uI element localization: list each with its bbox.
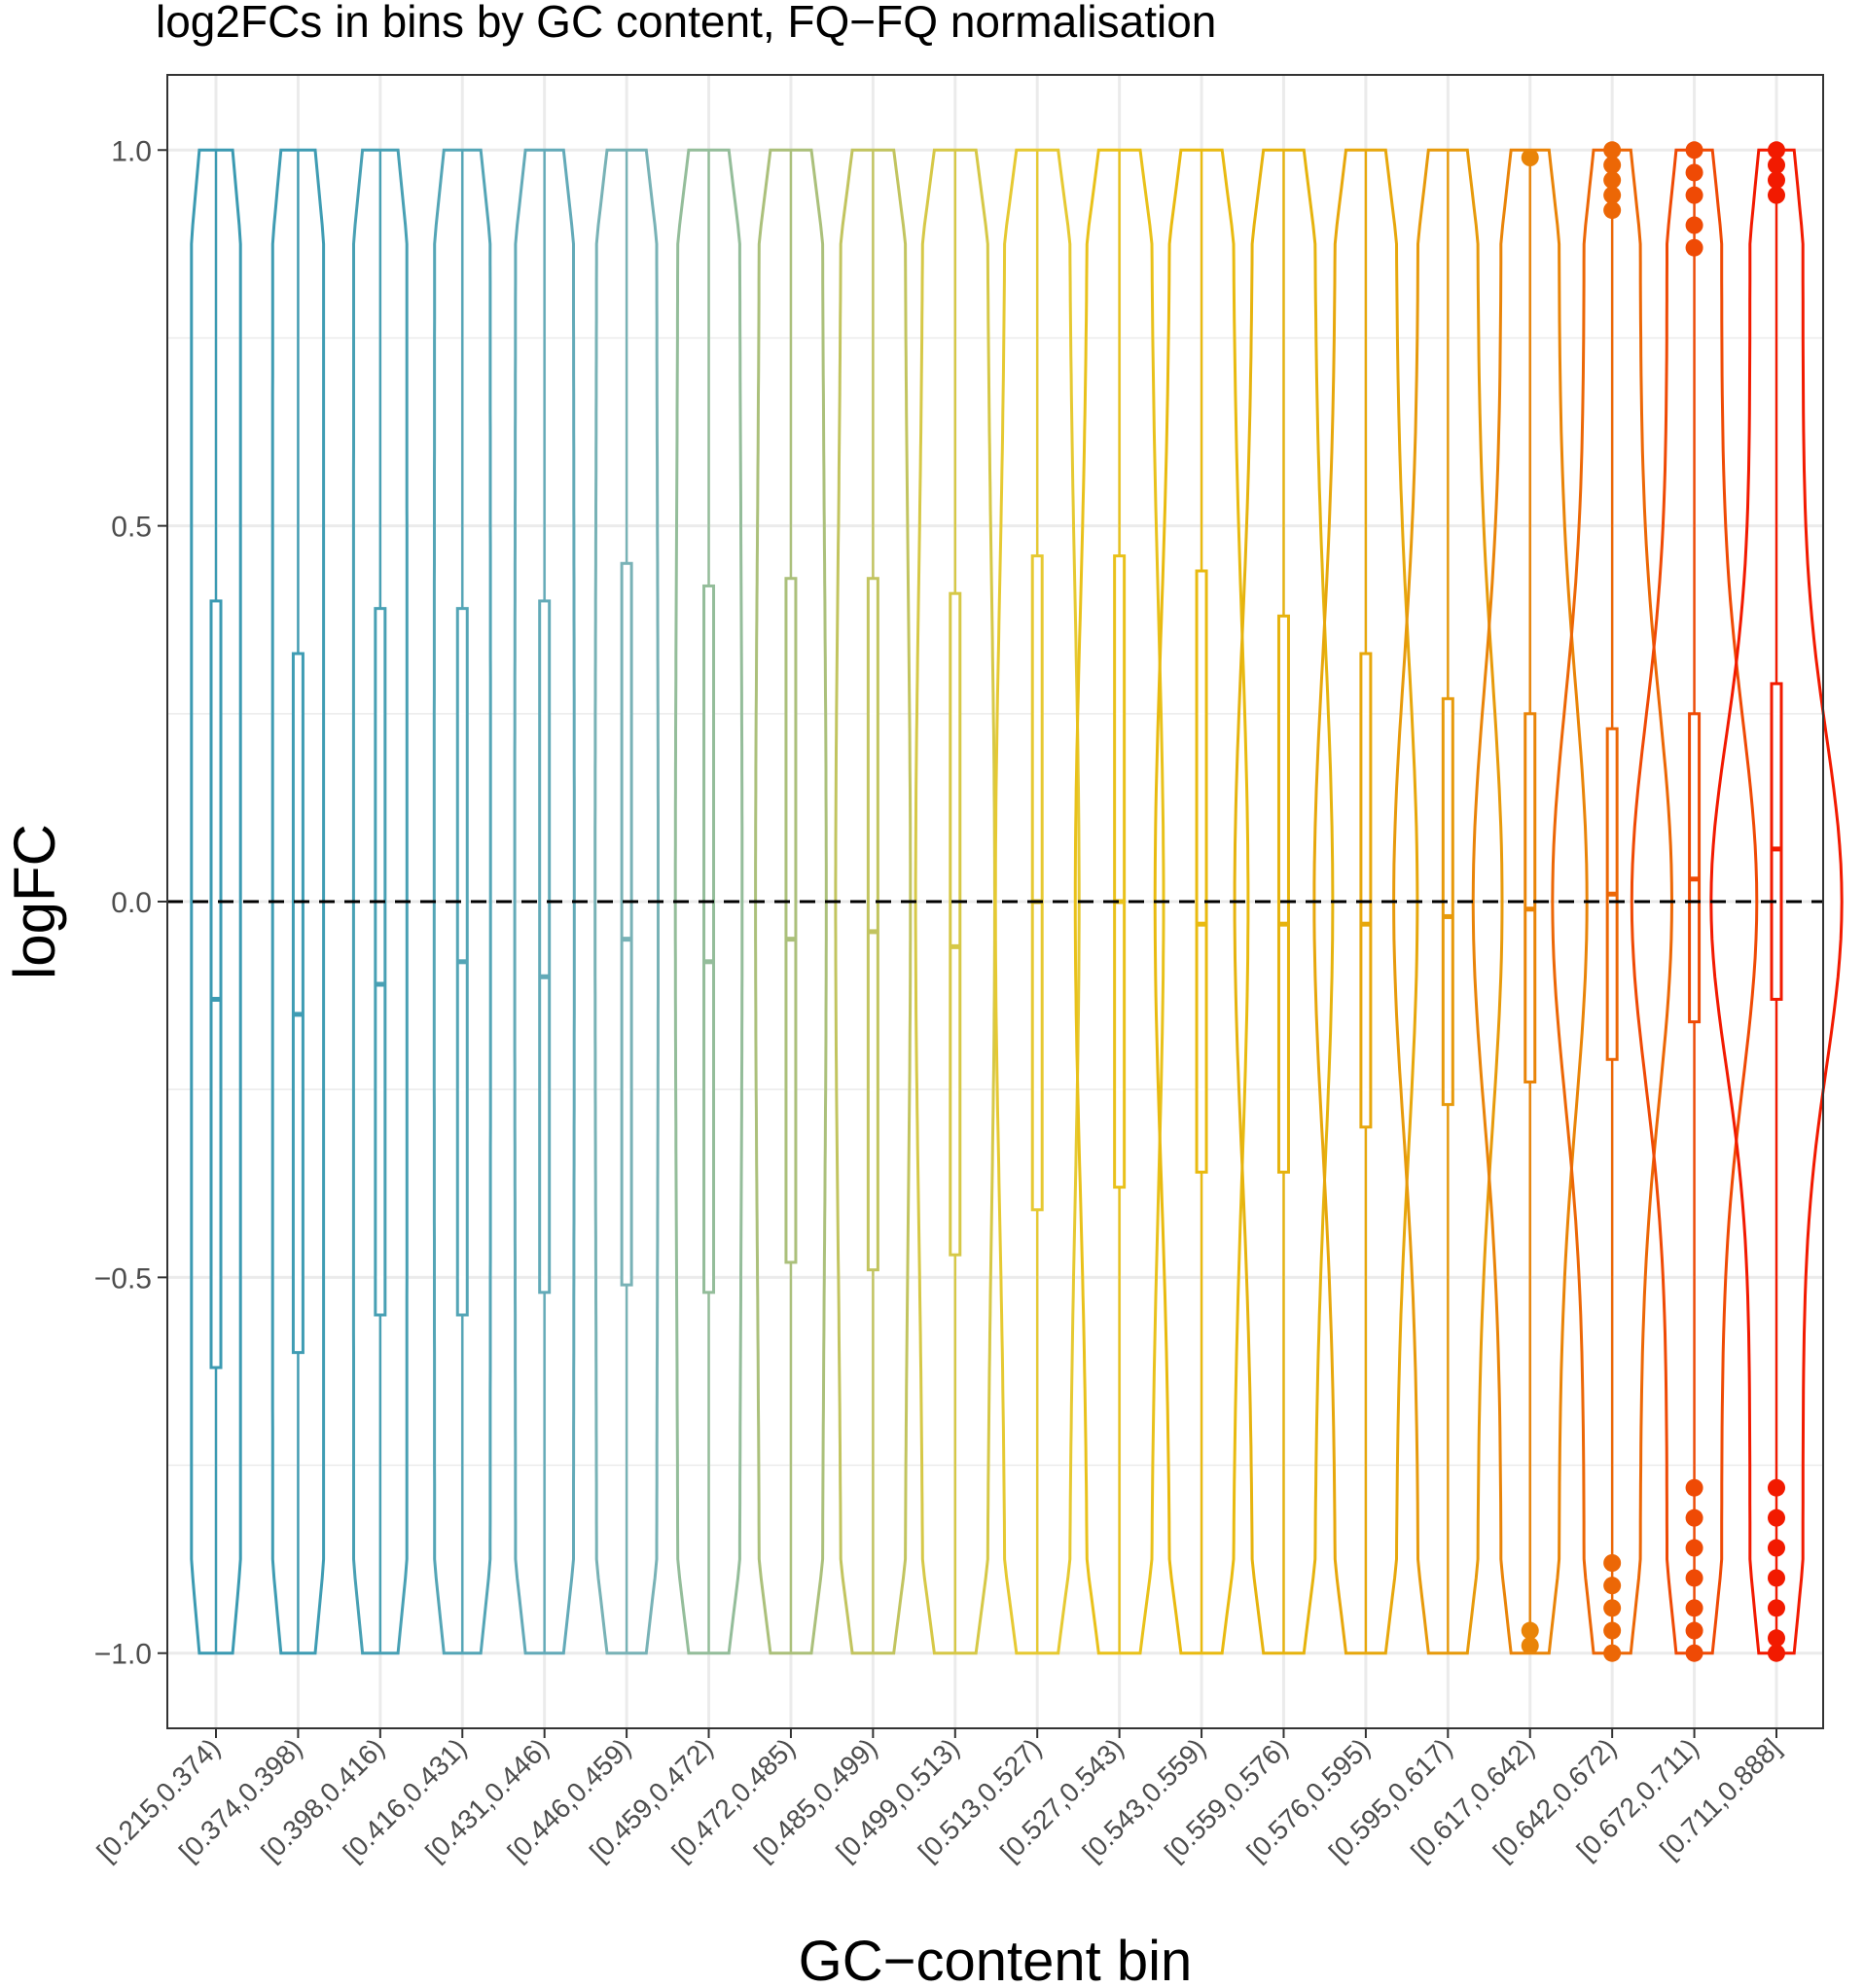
box-iqr [1276,614,1290,1174]
outlier-point [1603,1621,1622,1640]
violin-outline [673,148,744,1655]
violin-outline [1471,148,1589,1655]
outlier-point [1685,238,1703,257]
violin-group [754,148,828,1655]
outlier-point [1603,171,1622,190]
outlier-point [1768,1644,1785,1662]
box-iqr [866,577,879,1272]
violin-outline [1312,148,1419,1655]
violin-outline [1709,148,1844,1655]
y-tick-label: −0.5 [94,1262,152,1295]
outlier-point [1768,1629,1785,1648]
box-iqr [538,599,552,1295]
outlier-point [1685,1509,1703,1527]
outlier-point [1603,1644,1622,1662]
box-iqr [1195,569,1208,1174]
outlier-point [1603,156,1622,174]
y-tick-label: 0.0 [111,887,152,919]
box-iqr [209,599,223,1369]
violins [190,141,1844,1662]
y-axis-label: logFC [2,824,67,979]
box-iqr [291,652,305,1355]
violin-outline [593,148,660,1655]
outlier-point [1768,1599,1785,1617]
violin-group [1153,148,1250,1655]
outlier-point [1685,1569,1703,1587]
outlier-point [1768,186,1785,204]
outlier-point [1685,1599,1703,1617]
outlier-point [1521,149,1539,166]
x-axis-label: GC−content bin [799,1930,1193,1988]
violin-group [513,148,576,1655]
outlier-point [1685,216,1703,234]
box-iqr [1113,554,1127,1189]
violin-group [834,148,913,1655]
outlier-point [1603,1554,1622,1572]
violin-outline [834,148,913,1655]
outlier-point [1685,1539,1703,1557]
y-tick-label: 1.0 [111,135,152,167]
outlier-point [1685,141,1703,160]
violin-group [432,148,492,1655]
box-iqr [1770,682,1783,1001]
y-axis-ticks: 1.0 0.5 0.0 −0.5 −1.0 [94,135,167,1671]
outlier-point [1603,186,1622,204]
box-iqr [784,577,798,1264]
violin-group [1471,148,1589,1655]
violin-group [1312,148,1419,1655]
outlier-point [1768,1478,1785,1497]
violin-group [1392,148,1504,1655]
outlier-point [1521,1621,1539,1640]
chart-title: log2FCs in bins by GC content, FQ−FQ nor… [156,0,1216,47]
outlier-point [1603,1599,1622,1617]
violin-outline [1233,148,1335,1655]
violin-group [190,148,242,1655]
violin-outline [351,148,409,1655]
outlier-point [1685,186,1703,204]
box-iqr [1030,554,1044,1212]
box-iqr [1359,652,1373,1129]
box-iqr [374,607,387,1317]
outlier-point [1685,1621,1703,1640]
violin-outline [1153,148,1250,1655]
outlier-point [1768,1569,1785,1587]
outlier-point [1768,1539,1785,1557]
outlier-point [1768,171,1785,190]
outlier-point [1768,156,1785,174]
violin-outline [432,148,492,1655]
outlier-point [1685,1478,1703,1497]
outlier-point [1521,1637,1539,1654]
outlier-point [1768,1509,1785,1527]
violin-outline [1392,148,1504,1655]
outlier-point [1603,201,1622,220]
violin-outline [270,148,326,1655]
box-iqr [949,591,962,1257]
y-tick-label: −1.0 [94,1639,152,1671]
violin-outline [914,148,997,1655]
outlier-point [1603,141,1622,160]
y-tick-label: 0.5 [111,512,152,544]
violin-outline [754,148,828,1655]
violin-outline [513,148,576,1655]
box-iqr [702,584,716,1295]
box-iqr [1688,712,1702,1024]
outlier-point [1603,1577,1622,1595]
violin-outline [993,148,1081,1655]
box-iqr [1523,712,1537,1083]
box-iqr [620,561,633,1287]
violin-outline [1551,148,1674,1655]
outlier-point [1685,163,1703,182]
outlier-point [1768,141,1785,160]
violin-outline [190,148,242,1655]
outlier-point [1685,1644,1703,1662]
